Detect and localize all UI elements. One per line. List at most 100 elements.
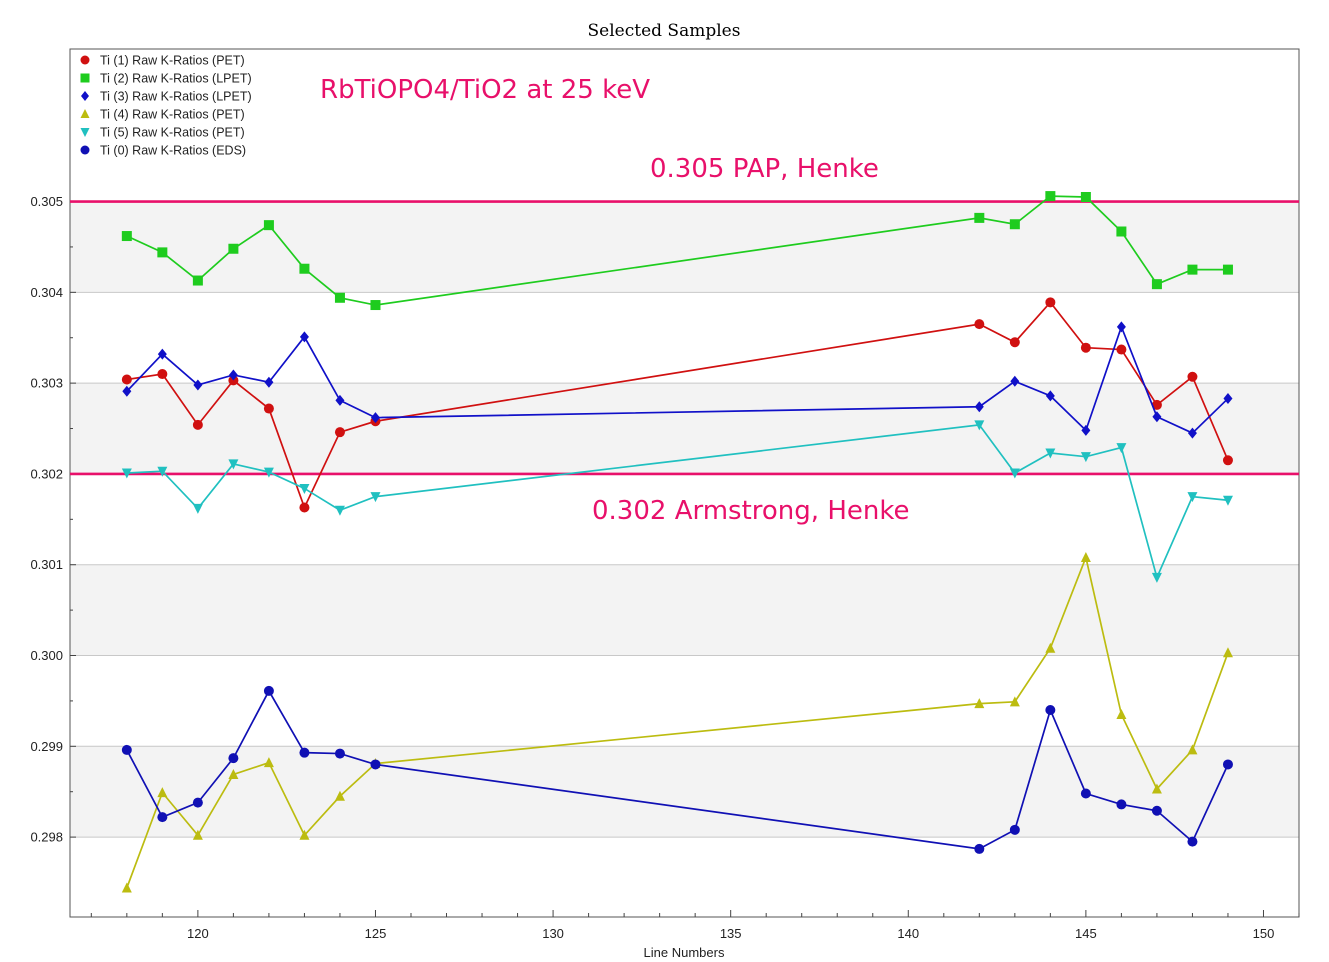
data-point: [121, 468, 132, 479]
data-point: [1187, 371, 1198, 382]
data-point: [1080, 551, 1091, 562]
data-point: [1222, 759, 1233, 770]
data-point: [1187, 427, 1197, 439]
data-point: [334, 790, 345, 801]
legend-entry: Ti (2) Raw K-Ratios (LPET): [100, 72, 252, 86]
y-tick-label: 0.303: [30, 376, 63, 391]
x-axis-label: Line Numbers: [644, 945, 725, 960]
y-tick-label: 0.301: [30, 557, 63, 572]
data-point: [335, 394, 345, 406]
background-band: [70, 383, 1299, 474]
data-point: [1187, 264, 1198, 275]
data-point: [1222, 264, 1233, 275]
series-line: [126, 195, 1228, 306]
data-point: [157, 812, 168, 823]
plot-area-frame: [69, 48, 1300, 918]
x-tick-label: 135: [720, 926, 742, 941]
data-point: [299, 829, 310, 840]
data-point: [1080, 452, 1091, 463]
data-point: [228, 768, 239, 779]
y-tick-label: 0.304: [30, 285, 63, 300]
reference-label-pap: 0.305 PAP, Henke: [650, 154, 879, 184]
data-point: [1116, 443, 1127, 454]
data-point: [228, 459, 239, 470]
data-point: [1151, 279, 1162, 290]
legend-marker: [80, 128, 90, 137]
series-group: [121, 297, 1233, 513]
data-point: [121, 231, 132, 242]
reference-label-armstrong: 0.302 Armstrong, Henke: [592, 496, 909, 526]
y-tick-label: 0.298: [30, 830, 63, 845]
x-axis: 120 125 130 135 140 145 150: [90, 910, 1300, 941]
data-point: [1187, 492, 1198, 503]
data-point: [1045, 390, 1055, 402]
data-point: [1151, 572, 1162, 583]
data-point: [299, 483, 310, 494]
data-point: [1116, 709, 1127, 720]
series-line: [126, 324, 1229, 435]
data-point: [122, 385, 132, 397]
data-point: [1080, 191, 1091, 202]
data-point: [299, 502, 310, 513]
legend-marker: [80, 109, 90, 118]
series-group: [121, 420, 1233, 583]
data-point: [334, 427, 345, 438]
background-band: [70, 564, 1299, 656]
data-point: [192, 275, 203, 286]
data-point: [1187, 744, 1198, 755]
data-point: [1080, 788, 1091, 799]
data-point: [121, 744, 132, 755]
data-point: [192, 503, 203, 514]
data-point: [1151, 783, 1162, 794]
data-point: [157, 466, 168, 477]
data-point: [299, 747, 310, 758]
series-group: [122, 321, 1233, 439]
x-tick-label: 125: [365, 926, 387, 941]
data-point: [1009, 824, 1020, 835]
data-point: [1116, 799, 1127, 810]
chart-title: Selected Samples: [588, 21, 741, 41]
data-point: [1151, 399, 1162, 410]
data-point: [370, 412, 380, 424]
legend-entry: Ti (0) Raw K-Ratios (EDS): [100, 144, 246, 158]
data-point: [228, 753, 239, 764]
legend-marker: [81, 91, 89, 101]
data-series: [121, 191, 1233, 893]
data-point: [1222, 455, 1233, 466]
data-point: [263, 467, 274, 478]
data-point: [1045, 704, 1056, 715]
data-point: [1045, 642, 1056, 653]
series-line: [126, 423, 1229, 580]
data-point: [1222, 495, 1233, 506]
series-group: [121, 685, 1233, 854]
data-point: [1187, 836, 1198, 847]
x-tick-label: 120: [187, 926, 209, 941]
annotation-title: RbTiOPO4/TiO2 at 25 keV: [320, 75, 650, 105]
data-point: [1009, 696, 1020, 707]
legend-entry: Ti (4) Raw K-Ratios (PET): [100, 108, 245, 122]
data-point: [1081, 424, 1091, 436]
data-point: [299, 263, 310, 274]
data-point: [1152, 411, 1162, 423]
background-band: [70, 746, 1299, 838]
series-group: [121, 191, 1233, 311]
series-line: [126, 689, 1229, 850]
data-point: [263, 685, 274, 696]
data-point: [192, 419, 203, 430]
data-point: [263, 220, 274, 231]
data-point: [370, 300, 381, 311]
x-tick-label: 145: [1075, 926, 1097, 941]
data-point: [228, 369, 238, 381]
background-bands: [70, 201, 1299, 838]
legend-marker: [80, 55, 90, 65]
data-point: [1116, 321, 1126, 333]
data-point: [228, 243, 239, 254]
series-group: [121, 551, 1233, 893]
legend-entry: Ti (5) Raw K-Ratios (PET): [100, 126, 245, 140]
series-line: [126, 300, 1229, 510]
data-point: [264, 376, 274, 388]
data-point: [1080, 342, 1091, 353]
data-point: [157, 348, 167, 360]
data-point: [192, 829, 203, 840]
